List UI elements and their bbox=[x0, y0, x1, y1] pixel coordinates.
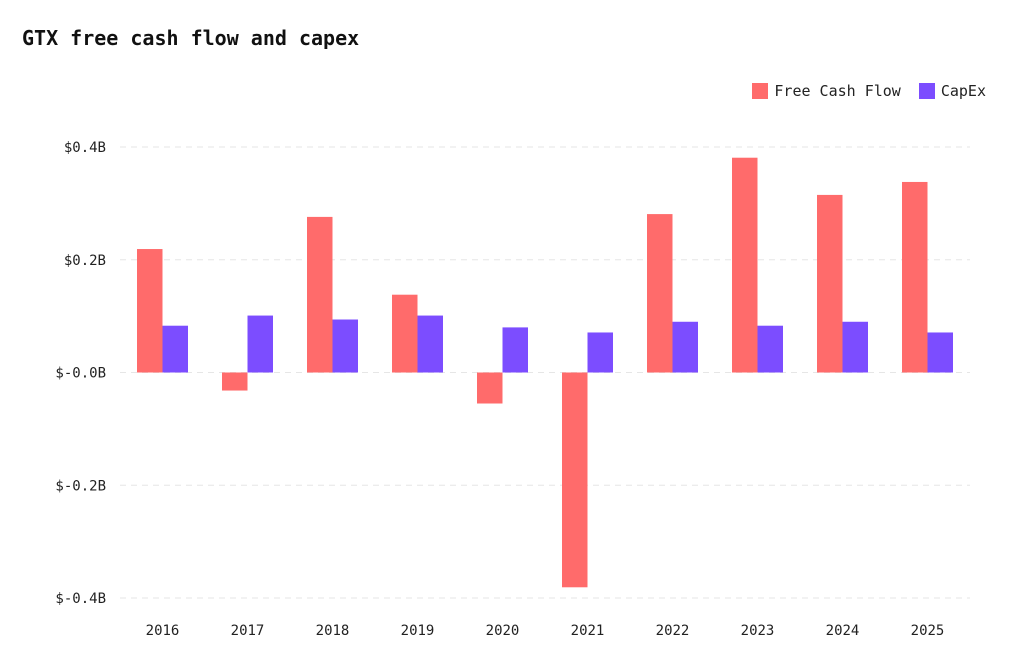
bar-capex-2018 bbox=[332, 319, 358, 373]
x-tick-label: 2018 bbox=[316, 623, 350, 639]
bar-fcf-2025 bbox=[902, 181, 928, 373]
bar-capex-2021 bbox=[587, 332, 613, 373]
x-tick-label: 2021 bbox=[571, 623, 605, 639]
bar-fcf-2019 bbox=[392, 294, 418, 373]
x-tick-label: 2017 bbox=[231, 623, 265, 639]
x-tick-label: 2019 bbox=[401, 623, 435, 639]
legend-label-capex: CapEx bbox=[940, 82, 986, 100]
bar-capex-2024 bbox=[842, 321, 868, 373]
x-tick-label: 2025 bbox=[911, 623, 945, 639]
bar-fcf-2020 bbox=[477, 372, 503, 404]
bar-fcf-2023 bbox=[732, 157, 758, 373]
y-tick-label: $-0.0B bbox=[55, 366, 106, 382]
x-tick-label: 2023 bbox=[741, 623, 775, 639]
y-tick-label: $-0.2B bbox=[55, 478, 106, 494]
bar-capex-2023 bbox=[757, 325, 783, 373]
y-tick-label: $0.4B bbox=[64, 140, 106, 156]
bar-capex-2017 bbox=[247, 315, 273, 373]
legend-item-capex: CapEx bbox=[918, 82, 986, 100]
legend-swatch-fcf bbox=[752, 83, 769, 99]
bar-capex-2022 bbox=[672, 321, 698, 373]
legend-swatch-capex bbox=[918, 83, 935, 99]
bar-fcf-2017 bbox=[222, 372, 248, 391]
bar-fcf-2021 bbox=[562, 372, 588, 588]
y-tick-label: $0.2B bbox=[64, 253, 106, 269]
bar-capex-2025 bbox=[927, 332, 953, 373]
x-tick-label: 2020 bbox=[486, 623, 520, 639]
x-tick-label: 2016 bbox=[146, 623, 180, 639]
bar-capex-2020 bbox=[502, 327, 528, 373]
bar-fcf-2016 bbox=[137, 249, 163, 373]
bar-fcf-2018 bbox=[307, 216, 333, 373]
legend: Free Cash Flow CapEx bbox=[752, 82, 986, 100]
chart-title: GTX free cash flow and capex bbox=[22, 26, 360, 50]
bar-capex-2016 bbox=[162, 325, 188, 373]
legend-item-fcf: Free Cash Flow bbox=[752, 82, 901, 100]
legend-label-fcf: Free Cash Flow bbox=[774, 82, 901, 100]
y-tick-label: $-0.4B bbox=[55, 591, 106, 607]
x-tick-label: 2024 bbox=[826, 623, 860, 639]
bar-fcf-2022 bbox=[647, 214, 673, 373]
bar-capex-2019 bbox=[417, 315, 443, 373]
x-tick-label: 2022 bbox=[656, 623, 690, 639]
bar-fcf-2024 bbox=[817, 194, 843, 373]
